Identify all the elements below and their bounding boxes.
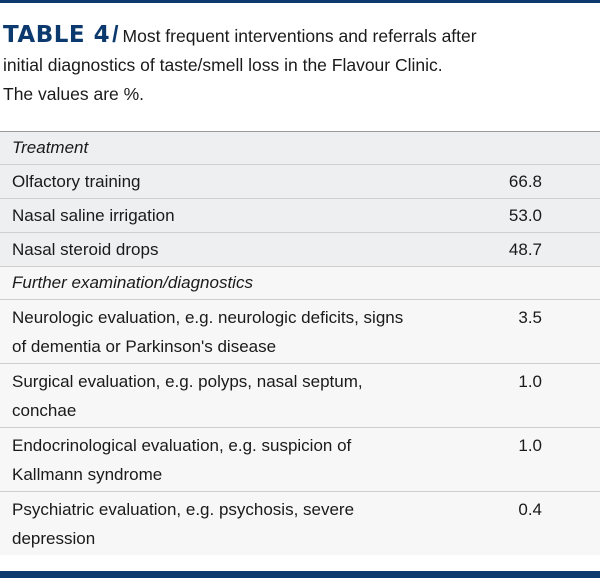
row-label-line-1: Psychiatric evaluation, e.g. psychosis, …: [12, 500, 355, 519]
interventions-table: Treatment Olfactory training 66.8 Nasal …: [0, 131, 600, 555]
table-row: Olfactory training 66.8: [0, 164, 600, 198]
caption-line-1: Most frequent interventions and referral…: [122, 26, 477, 46]
row-label: Surgical evaluation, e.g. polyps, nasal …: [12, 367, 442, 425]
caption-line-3: The values are %.: [3, 84, 145, 104]
row-label-line-1: Neurologic evaluation, e.g. neurologic d…: [12, 308, 404, 327]
row-label-line-1: Endocrinological evaluation, e.g. suspic…: [12, 436, 352, 455]
row-label: Nasal steroid drops: [12, 240, 159, 259]
table-caption: TABLE 4/Most frequent interventions and …: [3, 20, 593, 109]
table-row: Neurologic evaluation, e.g. neurologic d…: [0, 299, 600, 363]
section-heading-label: Treatment: [12, 138, 89, 157]
row-label-line-2: conchae: [12, 401, 77, 420]
row-value: 48.7: [508, 240, 542, 259]
table-row: Endocrinological evaluation, e.g. suspic…: [0, 427, 600, 491]
row-value: 53.0: [508, 206, 542, 225]
row-label-line-2: depression: [12, 529, 96, 548]
top-rule: [0, 0, 600, 3]
row-label-line-2: of dementia or Parkinson's disease: [12, 337, 277, 356]
row-value: 3.5: [518, 308, 542, 327]
row-label-line-1: Surgical evaluation, e.g. polyps, nasal …: [12, 372, 363, 391]
table-label: TABLE 4: [3, 22, 111, 48]
table-row: Nasal saline irrigation 53.0: [0, 198, 600, 232]
row-label: Neurologic evaluation, e.g. neurologic d…: [12, 303, 442, 361]
row-value: 1.0: [518, 372, 542, 391]
section-heading-diagnostics: Further examination/diagnostics: [0, 266, 600, 299]
section-heading-label: Further examination/diagnostics: [12, 273, 253, 292]
row-label-line-2: Kallmann syndrome: [12, 465, 163, 484]
section-heading-treatment: Treatment: [0, 132, 600, 164]
table-row: Psychiatric evaluation, e.g. psychosis, …: [0, 491, 600, 555]
row-label: Endocrinological evaluation, e.g. suspic…: [12, 431, 442, 489]
treatment-section: Treatment Olfactory training 66.8 Nasal …: [0, 132, 600, 266]
caption-slash: /: [112, 21, 119, 47]
table-row: Surgical evaluation, e.g. polyps, nasal …: [0, 363, 600, 427]
row-value: 0.4: [518, 500, 542, 519]
row-label: Psychiatric evaluation, e.g. psychosis, …: [12, 495, 442, 553]
row-value: 66.8: [508, 172, 542, 191]
bottom-rule: [0, 571, 600, 578]
diagnostics-section: Further examination/diagnostics Neurolog…: [0, 266, 600, 555]
row-value: 1.0: [518, 436, 542, 455]
row-label: Nasal saline irrigation: [12, 206, 175, 225]
table-row: Nasal steroid drops 48.7: [0, 232, 600, 266]
row-label: Olfactory training: [12, 172, 141, 191]
caption-line-2: initial diagnostics of taste/smell loss …: [3, 55, 443, 75]
